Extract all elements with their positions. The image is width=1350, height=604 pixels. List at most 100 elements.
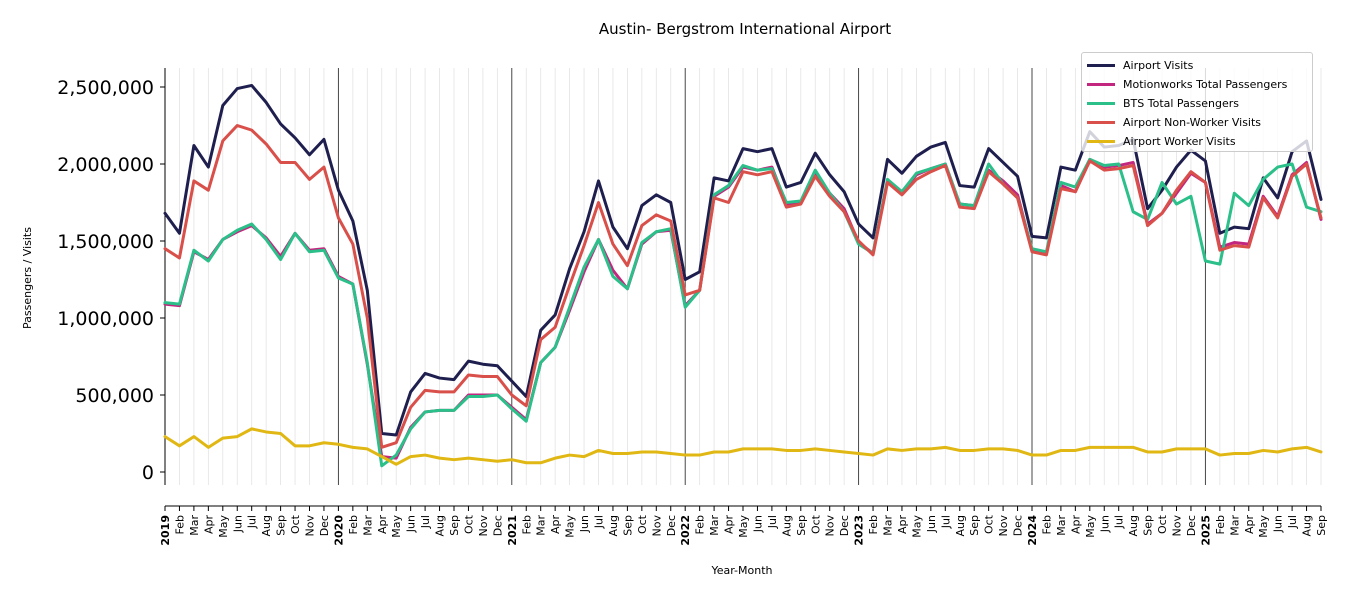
x-tick-label: Oct — [809, 514, 822, 534]
x-tick-label: Feb — [1214, 515, 1227, 534]
axis-labels: 0 500,000 1,000,000 1,500,000 2,000,000 2,500… — [57, 77, 1328, 546]
x-tick-label: Dec — [838, 515, 851, 536]
x-tick-label: Sep — [448, 515, 461, 536]
legend-swatch — [1087, 63, 1115, 67]
x-tick-label: Dec — [665, 515, 678, 536]
x-tick-label: Nov — [650, 515, 663, 537]
x-tick-label: May — [217, 515, 230, 538]
x-tick-label: Jul — [1113, 515, 1126, 529]
legend-label: Airport Worker Visits — [1123, 134, 1236, 148]
series-line — [163, 157, 1323, 468]
x-tick-label: 2024 — [1026, 515, 1039, 546]
x-tick-label: May — [910, 515, 923, 538]
x-tick-label: 2022 — [679, 515, 692, 546]
x-tick-label: Mar — [882, 515, 895, 536]
x-tick-label: Dec — [318, 515, 331, 536]
legend-swatch — [1087, 101, 1115, 105]
x-tick-label: May — [737, 515, 750, 538]
x-tick-label: Oct — [289, 514, 302, 534]
x-tick-label: Mar — [361, 515, 374, 536]
x-tick-label: Dec — [1185, 515, 1198, 536]
x-tick-label: Feb — [173, 515, 186, 534]
x-tick-label: Sep — [621, 515, 634, 536]
x-tick-label: Jul — [593, 515, 606, 529]
legend-label: BTS Total Passengers — [1123, 96, 1240, 110]
x-tick-label: Jul — [246, 515, 259, 529]
x-tick-label: Aug — [1127, 515, 1140, 536]
series-line — [163, 427, 1323, 466]
x-tick-label: 2025 — [1199, 515, 1212, 546]
x-tick-label: Sep — [1142, 515, 1155, 536]
legend-label: Airport Non-Worker Visits — [1123, 115, 1262, 129]
x-tick-label: Nov — [824, 515, 837, 537]
x-tick-label: 2021 — [506, 515, 519, 546]
x-tick-label: Jun — [751, 515, 764, 533]
y-axis-label: Passengers / Visits — [21, 227, 34, 329]
x-tick-label: Feb — [347, 515, 360, 534]
x-tick-label: Feb — [867, 515, 880, 534]
x-tick-label: May — [1084, 515, 1097, 538]
x-tick-label: May — [1257, 515, 1270, 538]
x-tick-label: Feb — [694, 515, 707, 534]
y-tick-label: 1,000,000 — [57, 308, 154, 330]
legend: Airport Visits Motionworks Total Passeng… — [1081, 52, 1313, 152]
y-tick-label: 2,000,000 — [57, 154, 154, 176]
x-tick-label: Sep — [1315, 515, 1328, 536]
legend-label: Airport Visits — [1123, 58, 1194, 72]
x-tick-label: Jun — [405, 515, 418, 533]
x-tick-label: Apr — [376, 515, 389, 535]
legend-swatch — [1087, 82, 1115, 86]
legend-label: Motionworks Total Passengers — [1123, 77, 1288, 91]
x-tick-label: Sep — [795, 515, 808, 536]
legend-item: BTS Total Passengers — [1087, 94, 1239, 112]
y-tick-label: 2,500,000 — [57, 77, 154, 99]
x-tick-label: Nov — [477, 515, 490, 537]
x-tick-label: May — [390, 515, 403, 538]
x-tick-label: Jun — [925, 515, 938, 533]
y-tick-label: 1,500,000 — [57, 231, 154, 253]
x-tick-label: Aug — [780, 515, 793, 536]
x-tick-label: 2023 — [853, 515, 866, 546]
legend-item: Motionworks Total Passengers — [1087, 75, 1287, 93]
x-tick-label: Apr — [896, 515, 909, 535]
x-tick-label: Oct — [462, 514, 475, 534]
x-tick-label: Apr — [1069, 515, 1082, 535]
x-tick-label: Apr — [723, 515, 736, 535]
x-tick-label: Sep — [275, 515, 288, 536]
x-tick-label: Aug — [607, 515, 620, 536]
x-tick-label: Jul — [1286, 515, 1299, 529]
x-axis-label: Year-Month — [710, 564, 772, 577]
x-tick-label: Aug — [954, 515, 967, 536]
y-tick-label: 500,000 — [75, 385, 154, 407]
legend-swatch — [1087, 139, 1115, 143]
x-tick-label: Oct — [983, 514, 996, 534]
x-tick-label: Aug — [260, 515, 273, 536]
x-tick-label: Feb — [520, 515, 533, 534]
series-line — [163, 124, 1323, 449]
x-tick-label: Apr — [1243, 515, 1256, 535]
x-tick-label: Oct — [636, 514, 649, 534]
x-tick-label: Mar — [535, 515, 548, 536]
x-tick-label: May — [564, 515, 577, 538]
x-tick-label: Jun — [578, 515, 591, 533]
chart-title: Austin- Bergstrom International Airport — [599, 20, 891, 38]
x-tick-label: Jun — [1272, 515, 1285, 533]
x-tick-label: Mar — [188, 515, 201, 536]
legend-swatch — [1087, 120, 1115, 124]
x-tick-label: 2020 — [332, 515, 345, 546]
x-tick-label: Aug — [434, 515, 447, 536]
y-tick-label: 0 — [142, 462, 154, 484]
x-tick-label: Nov — [304, 515, 317, 537]
legend-item: Airport Worker Visits — [1087, 132, 1236, 150]
x-tick-label: Jul — [766, 515, 779, 529]
x-tick-label: Nov — [1171, 515, 1184, 537]
x-tick-label: Feb — [1040, 515, 1053, 534]
axes — [160, 68, 1322, 511]
x-tick-label: Jul — [419, 515, 432, 529]
x-tick-label: Jun — [231, 515, 244, 533]
x-tick-label: Mar — [1055, 515, 1068, 536]
legend-item: Airport Non-Worker Visits — [1087, 113, 1261, 131]
x-tick-label: Dec — [1012, 515, 1025, 536]
x-tick-label: Oct — [1156, 514, 1169, 534]
x-tick-label: Mar — [1228, 515, 1241, 536]
